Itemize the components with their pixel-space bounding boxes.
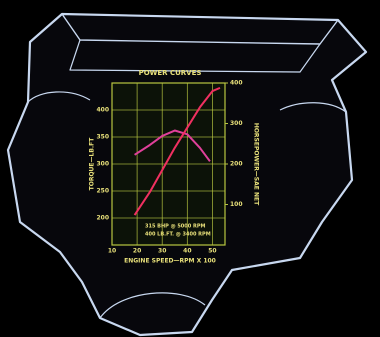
y2-tick-label: 400	[230, 80, 243, 87]
y-tick-label: 300	[96, 161, 109, 168]
y2-tick-label: 300	[230, 120, 243, 127]
y-tick-label: 400	[96, 107, 109, 114]
x-tick-label: 40	[183, 248, 191, 255]
y-axis-label: TORQUE—LB.FT	[89, 137, 96, 191]
y2-tick-label: 100	[230, 201, 243, 208]
x-axis-label: ENGINE SPEED—RPM X 100	[124, 258, 216, 265]
data-line	[133, 86, 221, 216]
y2-axis-label: HORSEPOWER—SAE NET	[253, 123, 260, 206]
y2-tick-label: 200	[230, 161, 243, 168]
x-tick-label: 10	[108, 248, 116, 255]
y-tick-label: 350	[96, 134, 109, 141]
y-tick-label: 200	[96, 215, 109, 222]
data-line	[134, 129, 211, 162]
chart-title: POWER CURVES	[139, 69, 202, 77]
x-tick-label: 50	[208, 248, 216, 255]
y-tick-label: 250	[96, 188, 109, 195]
x-tick-label: 30	[158, 248, 166, 255]
x-tick-label: 20	[133, 248, 141, 255]
annotation: 315 BHP @ 5000 RPM	[145, 224, 205, 230]
annotation: 400 LB.FT. @ 3400 RPM	[145, 232, 211, 238]
